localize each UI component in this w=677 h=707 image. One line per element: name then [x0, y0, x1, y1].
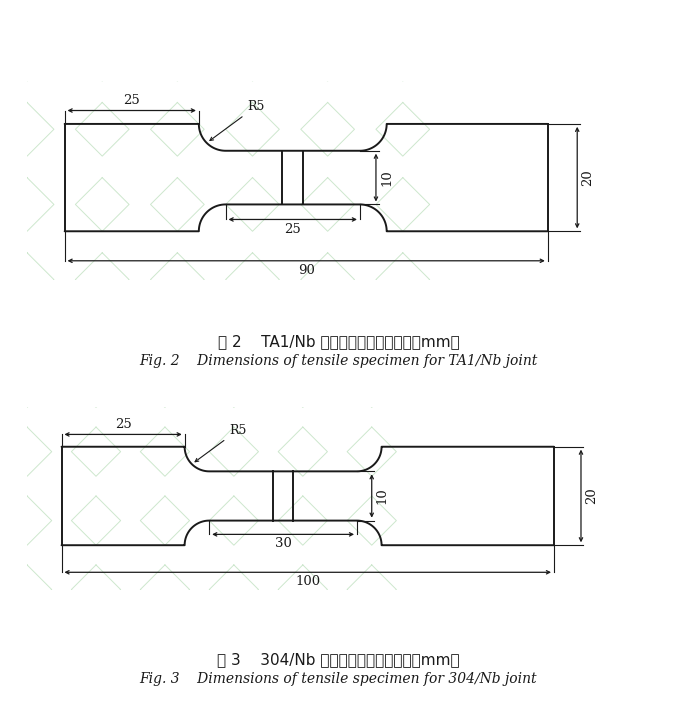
Text: 25: 25 [123, 94, 140, 107]
Text: R5: R5 [210, 100, 265, 141]
Text: 30: 30 [275, 537, 292, 550]
Text: 10: 10 [380, 169, 393, 186]
Text: 10: 10 [376, 488, 389, 504]
Text: Fig. 3    Dimensions of tensile specimen for 304∕Nb joint: Fig. 3 Dimensions of tensile specimen fo… [139, 672, 538, 686]
Text: 25: 25 [114, 419, 131, 431]
Text: 100: 100 [295, 575, 320, 588]
Text: R5: R5 [195, 424, 246, 462]
Text: 25: 25 [284, 223, 301, 235]
Text: 20: 20 [582, 169, 594, 186]
Text: 图 3    304/Nb 焊接接头拉伸试样尺寸（mm）: 图 3 304/Nb 焊接接头拉伸试样尺寸（mm） [217, 652, 460, 667]
Text: 90: 90 [298, 264, 315, 277]
Text: 20: 20 [585, 488, 598, 504]
Text: 图 2    TA1/Nb 焊接接头拉伸试样尺寸（mm）: 图 2 TA1/Nb 焊接接头拉伸试样尺寸（mm） [217, 334, 460, 349]
Text: Fig. 2    Dimensions of tensile specimen for TA1∕Nb joint: Fig. 2 Dimensions of tensile specimen fo… [139, 354, 538, 368]
